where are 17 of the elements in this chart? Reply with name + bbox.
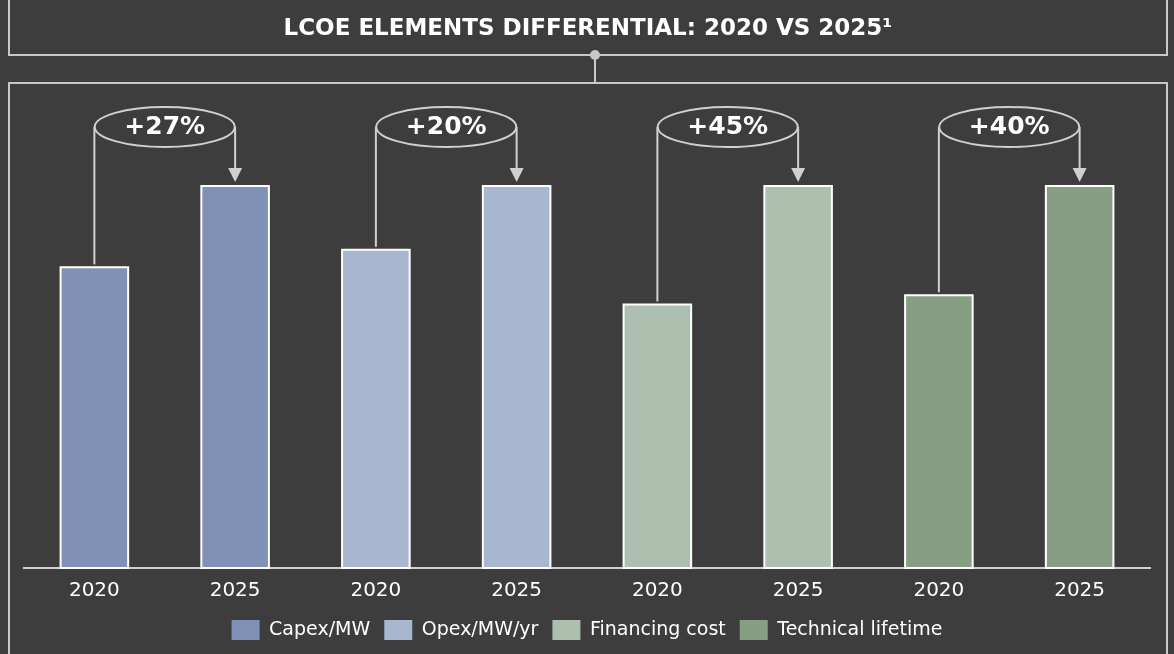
text: +45% [687, 110, 769, 140]
x-tick-label: 2025 [209, 577, 261, 602]
x-tick-label: 2020 [350, 577, 402, 602]
x-tick-label: 2025 [772, 577, 824, 602]
legend-label: Opex/MW/yr [421, 616, 539, 639]
text: +27% [124, 110, 206, 140]
x-tick-label: 2020 [913, 577, 965, 602]
legend-label: Technical lifetime [776, 616, 943, 639]
text: +20% [405, 110, 487, 140]
chart-title: LCOE ELEMENTS DIFFERENTIAL: 2020 VS 2025¹ [8, 0, 1168, 56]
text: +40% [968, 110, 1050, 140]
legend-label: Capex/MW [269, 616, 371, 639]
x-tick-label: 2020 [68, 577, 120, 602]
x-tick-label: 2025 [1054, 577, 1106, 602]
x-tick-label: 2020 [631, 577, 683, 602]
legend-label: Financing cost [589, 616, 726, 639]
x-tick-label: 2025 [491, 577, 543, 602]
